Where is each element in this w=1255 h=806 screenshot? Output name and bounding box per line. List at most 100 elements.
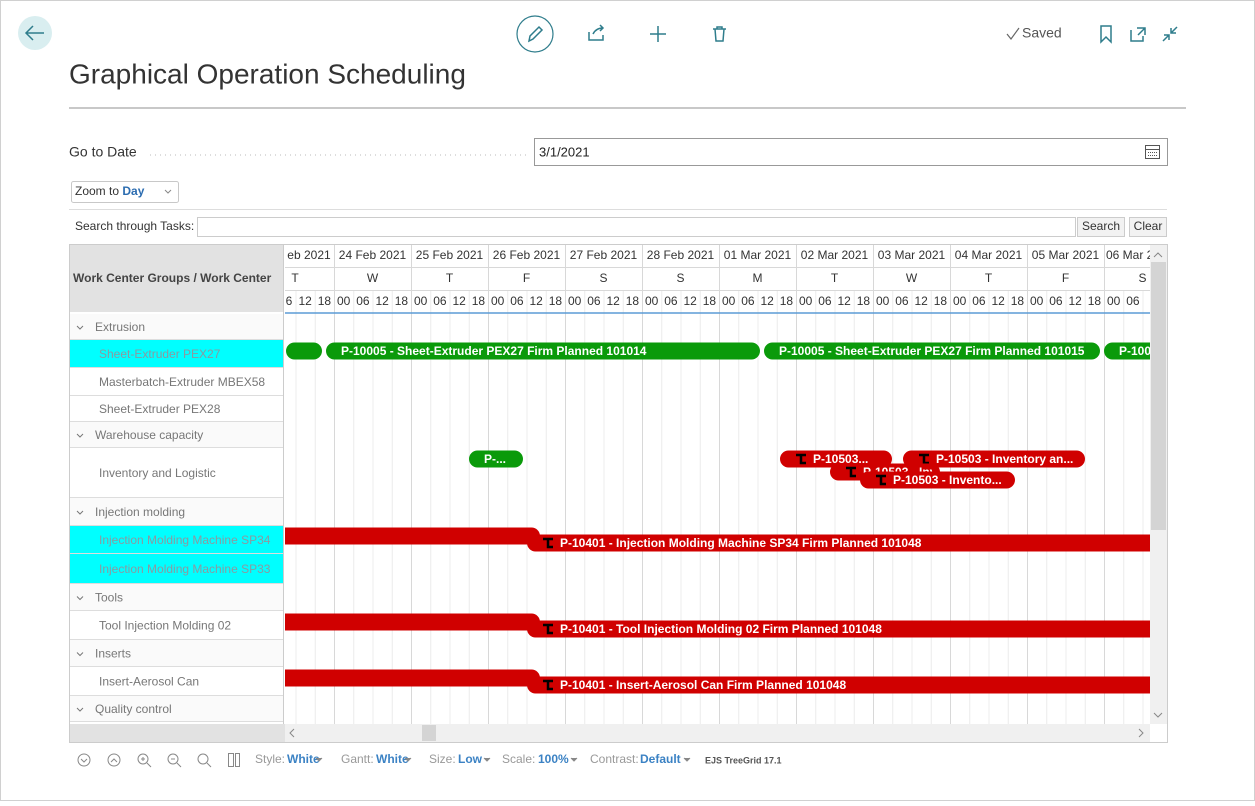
new-button[interactable]: [650, 26, 666, 42]
saved-status: Saved: [1022, 25, 1062, 41]
zoom-text: Zoom to Day: [75, 184, 145, 198]
task-bar[interactable]: [276, 669, 540, 687]
size-value[interactable]: Low: [458, 752, 483, 766]
task-bar[interactable]: P-10503...: [780, 450, 892, 468]
contrast-label: Contrast:: [590, 752, 639, 766]
footer-tools[interactable]: [77, 753, 240, 768]
hour-header: 12: [529, 294, 543, 308]
weekday-header: S: [599, 271, 607, 285]
scroll-arrows[interactable]: [289, 728, 1144, 738]
goto-value: 3/1/2021: [539, 144, 590, 159]
task-bar[interactable]: P-10005 - Sheet-Extruder PEX27 Firm Plan…: [764, 342, 1100, 360]
contrast-value[interactable]: Default: [640, 752, 681, 766]
goto-input[interactable]: [534, 138, 1168, 166]
search-input[interactable]: [197, 217, 1076, 237]
task-bar-label: P-10005 - Sheet-Extruder PEX27 Firm Plan…: [779, 344, 1085, 358]
task-bar[interactable]: P-10005 - Sheet-Extruder PEX27 Firm Plan…: [326, 342, 760, 360]
work-center-row: [70, 611, 283, 640]
footer-carets: [315, 757, 691, 762]
style-value[interactable]: White: [287, 752, 320, 766]
back-button[interactable]: [18, 16, 52, 50]
task-bar-label: P-10401 - Injection Molding Machine SP34…: [560, 536, 922, 550]
task-bar[interactable]: [286, 342, 322, 360]
task-bar-label: P-...: [484, 452, 506, 466]
hour-header: 12: [452, 294, 466, 308]
hour-header: 00: [876, 294, 890, 308]
expand-toggle[interactable]: [76, 652, 84, 657]
gantt-value[interactable]: White: [376, 752, 409, 766]
group-row: [70, 498, 283, 526]
date-header: eb 2021: [287, 248, 331, 262]
share-button[interactable]: [588, 24, 605, 41]
hour-header: 18: [318, 294, 332, 308]
task-bar[interactable]: P-10503 - Invento...: [860, 471, 1015, 489]
group-row: [70, 584, 283, 611]
task-bar[interactable]: P-10401 - Tool Injection Molding 02 Firm…: [527, 620, 1160, 638]
bookmark-button[interactable]: [1100, 25, 1112, 44]
work-center-label: Injection Molding Machine SP33: [99, 562, 271, 576]
search-button[interactable]: [1077, 217, 1125, 237]
weekday-header: T: [291, 271, 299, 285]
edit-button[interactable]: [516, 15, 554, 53]
task-bar[interactable]: P-100: [1104, 342, 1160, 360]
delete-button[interactable]: [713, 26, 726, 42]
expand-toggle[interactable]: [76, 325, 84, 330]
expand-toggle[interactable]: [76, 510, 84, 515]
scroll-arrows[interactable]: [1153, 252, 1163, 718]
calendar-button[interactable]: [1145, 145, 1160, 159]
date-header: 28 Feb 2021: [647, 248, 715, 262]
task-bar[interactable]: [276, 613, 540, 631]
hour-header: 12: [837, 294, 851, 308]
hour-header: 00: [645, 294, 659, 308]
task-bar-shape: [1104, 342, 1150, 360]
date-header: 01 Mar 2021: [724, 248, 792, 262]
expand-toggle[interactable]: [76, 596, 84, 601]
column-header: Work Center Groups / Work Center: [73, 271, 272, 285]
task-bar-shape: [527, 534, 1150, 552]
task-bar[interactable]: P-10503 - Inventory an...: [903, 450, 1085, 468]
horizontal-scrollbar[interactable]: [285, 724, 1150, 742]
date-header: 05 Mar 2021: [1032, 248, 1100, 262]
clear-button[interactable]: [1129, 217, 1167, 237]
hour-header: 06: [664, 294, 678, 308]
group-label: Inserts: [95, 647, 131, 661]
expand-toggle[interactable]: [76, 433, 84, 438]
page-title: Graphical Operation Scheduling: [69, 58, 466, 89]
weekday-header: M: [753, 271, 763, 285]
task-bar[interactable]: [276, 527, 540, 545]
task-bar-shape: [527, 676, 1150, 694]
work-center-label: Injection Molding Machine SP34: [99, 533, 271, 547]
date-header: 03 Mar 2021: [878, 248, 946, 262]
timeline-header: [285, 245, 1150, 312]
weekday-header: S: [676, 271, 684, 285]
work-center-label: Sheet-Extruder PEX27: [99, 347, 221, 361]
hour-header: 00: [337, 294, 351, 308]
hour-header: 06: [895, 294, 909, 308]
hour-header: 18: [703, 294, 717, 308]
scale-label: Scale:: [502, 752, 535, 766]
group-row: [70, 640, 283, 667]
vertical-scroll-thumb[interactable]: [1151, 262, 1166, 530]
task-bar[interactable]: P-...: [469, 450, 523, 468]
scale-value[interactable]: 100%: [538, 752, 569, 766]
expand-toggle[interactable]: [76, 707, 84, 712]
work-center-label: Tool Injection Molding 02: [99, 619, 231, 633]
task-bar[interactable]: P-10401 - Injection Molding Machine SP34…: [527, 534, 1160, 552]
hour-header: 00: [1030, 294, 1044, 308]
horizontal-scroll-thumb[interactable]: [422, 725, 436, 741]
hour-header: 18: [1088, 294, 1102, 308]
group-row: [70, 696, 283, 722]
hour-header: 06: [1049, 294, 1063, 308]
open-new-window-button[interactable]: [1130, 27, 1146, 42]
hour-header: 06: [741, 294, 755, 308]
hour-header: 06: [972, 294, 986, 308]
group-row: [70, 422, 283, 448]
collapse-button[interactable]: [1162, 26, 1178, 42]
routing-icon: [543, 679, 553, 691]
task-bar-label: P-10503...: [813, 452, 868, 466]
group-label: Quality control: [95, 702, 172, 716]
zoom-label: Zoom to: [75, 184, 119, 198]
task-bar[interactable]: P-10401 - Insert-Aerosol Can Firm Planne…: [527, 676, 1160, 694]
zoom-select[interactable]: [71, 181, 179, 203]
